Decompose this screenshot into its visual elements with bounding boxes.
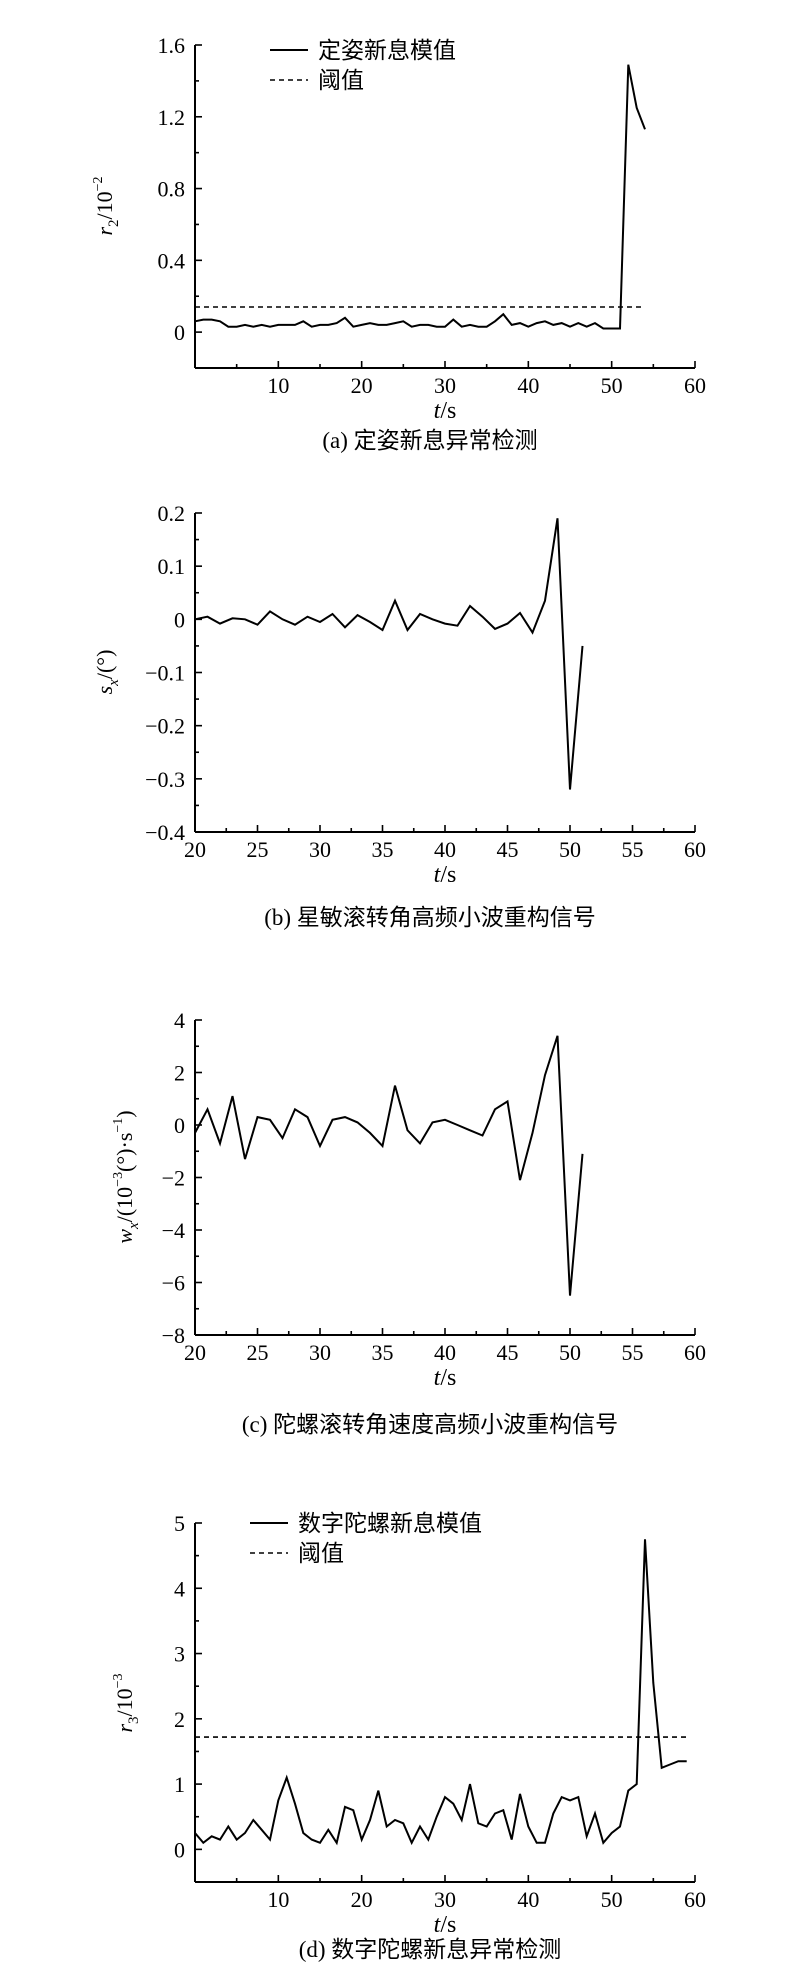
y-tick-label: 0.2	[158, 501, 186, 526]
x-tick-label: 55	[622, 1340, 644, 1365]
y-tick-label: 1.6	[158, 33, 186, 58]
series-line-1	[194, 1035, 584, 1296]
y-tick-label: 0	[174, 320, 185, 345]
y-tick-label: −0.2	[145, 714, 185, 739]
x-tick-label: 30	[434, 1887, 456, 1912]
x-tick-label: 25	[247, 837, 269, 862]
x-tick-label: 20	[351, 1887, 373, 1912]
x-tick-label: 35	[372, 1340, 394, 1365]
x-tick-label: 20	[351, 373, 373, 398]
x-tick-label: 40	[517, 373, 539, 398]
chart-panel-2: 20 25 30 35 40 45 50 55 60 −0.4 −0.3 −0.2 −0.1 0 0.1 0.…	[92, 501, 706, 930]
y-axis-label: r2/10−2	[91, 176, 122, 235]
x-tick-label: 60	[684, 1887, 706, 1912]
panel-caption: (a) 定姿新息异常检测	[322, 428, 537, 453]
x-tick-label: 50	[601, 1887, 623, 1912]
x-tick-label: 35	[372, 837, 394, 862]
y-tick-label: 4	[174, 1576, 185, 1601]
x-axis-label: t/s	[434, 1365, 457, 1391]
panel-caption: (b) 星敏滚转角高频小波重构信号	[264, 905, 596, 930]
y-tick-label: 0.8	[158, 177, 186, 202]
chart-panel-3: 20 25 30 35 40 45 50 55 60 −8 −6 −4 −2 0 2 4 t/s wx/(10−3…	[111, 1008, 706, 1437]
series-line-1	[194, 64, 646, 330]
y-tick-label: 0.1	[158, 554, 186, 579]
y-tick-label: −6	[162, 1271, 185, 1296]
legend-label: 阈值	[318, 68, 364, 93]
x-tick-label: 60	[684, 1340, 706, 1365]
y-axis-label: r3/10−3	[111, 1673, 142, 1732]
y-tick-label: −4	[162, 1218, 185, 1243]
y-tick-label: 0	[174, 607, 185, 632]
x-tick-label: 50	[559, 837, 581, 862]
x-tick-label: 10	[267, 373, 289, 398]
y-tick-label: 1.2	[158, 105, 186, 130]
y-tick-label: 0	[174, 1113, 185, 1138]
y-tick-label: −8	[162, 1323, 185, 1348]
panel-caption: (c) 陀螺滚转角速度高频小波重构信号	[242, 1412, 618, 1437]
y-tick-label: −2	[162, 1166, 185, 1191]
x-axis-label: t/s	[434, 398, 457, 424]
x-tick-label: 45	[497, 837, 519, 862]
y-tick-label: 1	[174, 1772, 185, 1797]
y-tick-label: −0.4	[145, 820, 185, 845]
x-tick-label: 20	[184, 1340, 206, 1365]
y-tick-label: 5	[174, 1511, 185, 1536]
x-tick-label: 40	[434, 1340, 456, 1365]
x-tick-label: 25	[247, 1340, 269, 1365]
y-tick-label: 3	[174, 1642, 185, 1667]
legend-label: 数字陀螺新息模值	[298, 1511, 482, 1536]
y-tick-label: −0.3	[145, 767, 185, 792]
y-tick-label: 2	[174, 1061, 185, 1086]
x-tick-label: 40	[517, 1887, 539, 1912]
panel-caption: (d) 数字陀螺新息异常检测	[299, 1937, 562, 1962]
x-tick-label: 20	[184, 837, 206, 862]
x-tick-label: 30	[309, 837, 331, 862]
y-axis-label: wx/(10−3(°)·s−1)	[111, 1110, 142, 1243]
x-tick-label: 50	[601, 373, 623, 398]
y-tick-label: −0.1	[145, 661, 185, 686]
y-tick-label: 4	[174, 1008, 185, 1033]
x-tick-label: 60	[684, 373, 706, 398]
x-tick-label: 10	[267, 1887, 289, 1912]
x-tick-label: 40	[434, 837, 456, 862]
legend-label: 定姿新息模值	[318, 38, 456, 63]
x-axis-label: t/s	[434, 1912, 457, 1938]
series-line-1	[194, 1539, 687, 1846]
x-tick-label: 45	[497, 1340, 519, 1365]
x-tick-label: 30	[434, 373, 456, 398]
y-axis-label: sx/(°)	[92, 650, 122, 695]
y-tick-label: 0.4	[158, 248, 186, 273]
chart-panel-1: 10 20 30 40 50 60 0 0.4 0.8 1.2 1.6 t/s r2/10−2 定姿新息模…	[91, 33, 706, 453]
series-line-1	[194, 518, 584, 790]
x-tick-label: 50	[559, 1340, 581, 1365]
x-tick-label: 55	[622, 837, 644, 862]
y-tick-label: 2	[174, 1707, 185, 1732]
legend-label: 阈值	[298, 1541, 344, 1566]
x-tick-label: 60	[684, 837, 706, 862]
x-tick-label: 30	[309, 1340, 331, 1365]
x-axis-label: t/s	[434, 862, 457, 888]
y-tick-label: 0	[174, 1837, 185, 1862]
